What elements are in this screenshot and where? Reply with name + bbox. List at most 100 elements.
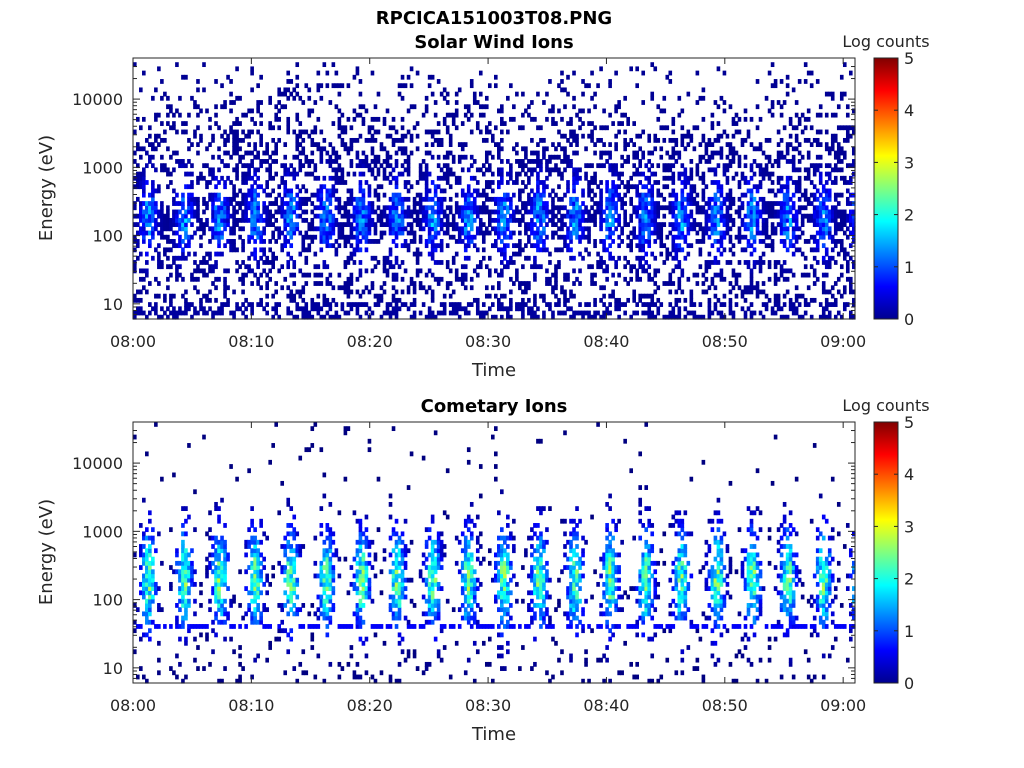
heatmap-cell: [427, 196, 432, 202]
heatmap-cell: [662, 260, 667, 265]
heatmap-cell: [602, 217, 606, 223]
heatmap-cell: [145, 607, 149, 613]
heatmap-cell: [770, 226, 775, 232]
heatmap-cell: [512, 104, 516, 110]
heatmap-cell: [166, 285, 170, 291]
heatmap-cell: [527, 196, 531, 202]
heatmap-cell: [815, 213, 820, 219]
heatmap-cell: [722, 167, 727, 173]
heatmap-cell: [518, 217, 522, 223]
heatmap-cell: [466, 104, 471, 110]
heatmap-cell: [512, 251, 516, 257]
heatmap-cell: [337, 167, 342, 173]
heatmap-cell: [394, 213, 399, 219]
heatmap-cell: [779, 79, 784, 84]
heatmap-cell: [647, 159, 652, 164]
heatmap-cell: [217, 239, 221, 244]
heatmap-cell: [707, 205, 712, 211]
heatmap-cell: [391, 196, 396, 202]
heatmap-cell: [136, 230, 140, 236]
heatmap-cell: [764, 201, 769, 206]
heatmap-cell: [671, 137, 676, 143]
heatmap-cell: [253, 222, 257, 227]
heatmap-cell: [554, 276, 558, 282]
heatmap-cell: [782, 302, 787, 307]
heatmap-cell: [794, 247, 799, 253]
heatmap-cell: [424, 163, 429, 169]
heatmap-cell: [683, 213, 688, 219]
heatmap-cell: [490, 137, 495, 143]
heatmap-cell: [797, 184, 802, 190]
heatmap-cell: [527, 201, 531, 206]
heatmap-cell: [848, 285, 853, 291]
heatmap-cell: [172, 306, 176, 312]
heatmap-cell: [172, 196, 176, 202]
heatmap-cell: [154, 247, 158, 253]
heatmap-cell: [542, 314, 546, 320]
heatmap-cell: [710, 209, 715, 215]
heatmap-cell: [767, 70, 772, 76]
heatmap-cell: [358, 222, 363, 227]
heatmap-cell: [313, 100, 318, 105]
heatmap-cell: [731, 196, 736, 202]
heatmap-cell: [764, 217, 769, 223]
heatmap-cell: [436, 213, 441, 219]
heatmap-cell: [665, 205, 670, 211]
heatmap-cell: [292, 167, 297, 173]
heatmap-cell: [629, 239, 633, 244]
heatmap-cell: [581, 226, 585, 232]
heatmap-cell: [409, 66, 414, 72]
heatmap-cell: [325, 70, 330, 76]
heatmap-cell: [680, 205, 685, 211]
heatmap-cell: [178, 95, 182, 101]
heatmap-cell: [265, 310, 269, 316]
heatmap-cell: [217, 167, 221, 173]
heatmap-cell: [214, 213, 218, 219]
heatmap-cell: [487, 121, 492, 126]
heatmap-cell: [551, 196, 555, 202]
heatmap-cell: [316, 293, 321, 299]
heatmap-cell: [397, 217, 402, 223]
heatmap-cell: [599, 205, 603, 211]
heatmap-cell: [620, 239, 624, 244]
heatmap-cell: [494, 209, 498, 215]
heatmap-cell: [827, 163, 832, 169]
heatmap-cell: [301, 234, 306, 240]
heatmap-cell: [250, 205, 254, 211]
heatmap-cell: [145, 586, 149, 591]
heatmap-cell: [373, 230, 378, 236]
heatmap-cell: [521, 314, 525, 320]
heatmap-cell: [412, 125, 417, 131]
heatmap-cell: [617, 100, 621, 105]
heatmap-cell: [403, 180, 408, 185]
heatmap-cell: [418, 209, 423, 215]
heatmap-cell: [563, 87, 567, 93]
heatmap-cell: [497, 201, 501, 206]
heatmap-cell: [743, 260, 748, 265]
heatmap-cell: [427, 314, 432, 320]
heatmap-cell: [148, 205, 152, 211]
heatmap-cell: [484, 95, 489, 101]
heatmap-cell: [647, 234, 652, 240]
heatmap-cell: [500, 180, 504, 185]
heatmap-cell: [148, 201, 152, 206]
heatmap-cell: [614, 104, 618, 110]
heatmap-cell: [515, 276, 519, 282]
heatmap-cell: [632, 209, 636, 215]
heatmap-cell: [184, 302, 188, 307]
heatmap-cell: [647, 310, 652, 316]
heatmap-cell: [151, 154, 155, 160]
heatmap-cell: [572, 201, 576, 206]
heatmap-cell: [340, 137, 345, 143]
heatmap-cell: [457, 226, 462, 232]
heatmap-cell: [184, 213, 188, 219]
heatmap-cell: [533, 205, 537, 211]
heatmap-cell: [677, 150, 682, 156]
heatmap-cell: [463, 226, 468, 232]
heatmap-cell: [701, 196, 706, 202]
heatmap-cell: [515, 302, 519, 307]
heatmap-cell: [617, 175, 621, 181]
heatmap-cell: [382, 192, 387, 198]
heatmap-cell: [331, 314, 336, 320]
y-tick-label: 1000: [82, 158, 123, 177]
